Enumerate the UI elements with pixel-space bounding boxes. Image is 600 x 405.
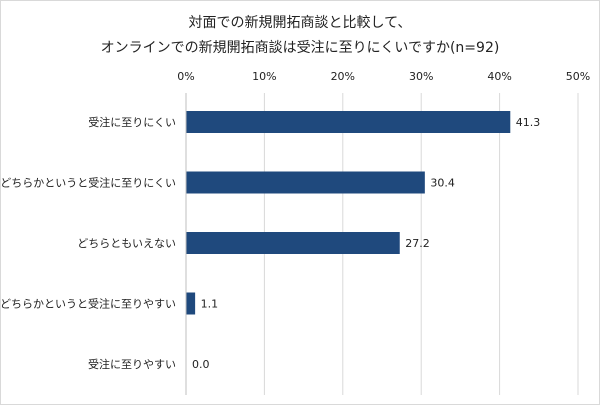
category-label: どちらかというと受注に至りやすい xyxy=(0,297,176,311)
category-label: 受注に至りにくい xyxy=(88,115,176,129)
chart-title-line-1: 対面での新規開拓商談と比較して、 xyxy=(188,15,412,31)
bar xyxy=(186,111,511,133)
data-label: 30.4 xyxy=(430,177,455,190)
x-tick-label: 40% xyxy=(487,70,511,83)
x-tick-label: 50% xyxy=(566,70,590,83)
data-label: 1.1 xyxy=(201,298,219,311)
x-tick-label: 20% xyxy=(331,70,355,83)
category-label: 受注に至りやすい xyxy=(88,357,176,371)
data-label: 27.2 xyxy=(405,237,430,250)
bar xyxy=(186,171,425,194)
chart-title-line-2: オンラインでの新規開拓商談は受注に至りにくいですか(n=92) xyxy=(100,40,500,56)
x-tick-label: 0% xyxy=(177,70,194,83)
x-tick-label: 30% xyxy=(409,70,433,83)
category-label: どちらともいえない xyxy=(77,237,176,250)
data-label: 41.3 xyxy=(516,116,541,129)
bar xyxy=(186,292,196,315)
category-label: どちらかというと受注に至りにくい xyxy=(0,176,176,190)
x-tick-label: 10% xyxy=(252,70,276,83)
bar xyxy=(186,232,400,254)
data-label: 0.0 xyxy=(192,358,210,371)
